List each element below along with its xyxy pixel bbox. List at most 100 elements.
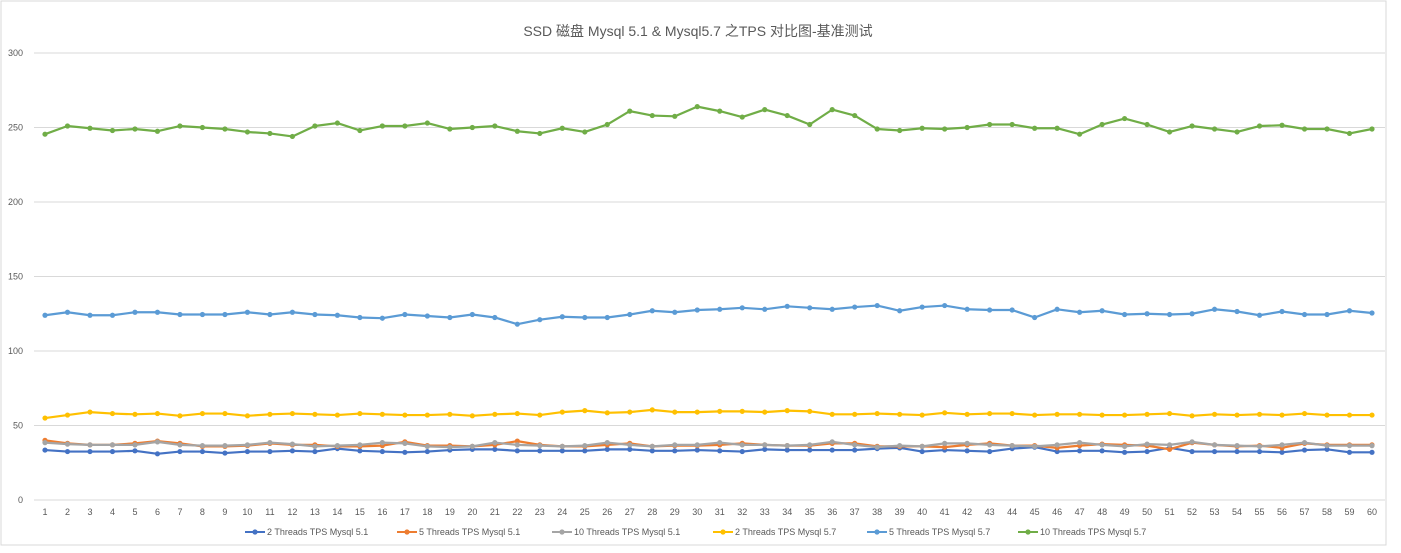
data-point: [1166, 410, 1173, 417]
data-point: [1166, 442, 1173, 448]
series-line: [44, 446, 1372, 455]
data-point: [762, 107, 768, 113]
chart-title: SSD 磁盘 Mysql 5.1 & Mysql5.7 之TPS 对比图-基准测…: [523, 23, 872, 39]
data-point: [64, 448, 71, 455]
data-point: [492, 314, 498, 321]
data-point: [739, 442, 745, 448]
data-point: [1211, 442, 1218, 448]
data-point: [1009, 410, 1015, 417]
data-point: [1032, 443, 1038, 449]
x-tick-label: 5: [132, 507, 137, 517]
data-point: [177, 123, 183, 129]
data-point: [87, 125, 93, 131]
data-point: [334, 412, 340, 418]
x-tick-label: 6: [155, 507, 160, 517]
data-point: [582, 443, 588, 449]
data-point: [1166, 129, 1173, 135]
legend-label: 10 Threads TPS Mysql 5.7: [1040, 527, 1146, 537]
data-point: [807, 447, 813, 453]
x-tick-label: 29: [670, 507, 680, 517]
data-point: [1256, 443, 1263, 449]
data-point: [942, 302, 948, 309]
data-point: [267, 440, 273, 446]
data-point: [874, 302, 880, 309]
data-point: [762, 409, 768, 415]
data-point: [469, 413, 475, 419]
data-point: [627, 311, 633, 318]
x-tick-label: 50: [1142, 507, 1152, 517]
data-point: [42, 447, 48, 453]
x-tick-label: 60: [1367, 507, 1377, 517]
data-point: [874, 126, 880, 132]
data-point: [942, 126, 948, 132]
legend-item: 2 Threads TPS Mysql 5.1: [245, 527, 368, 537]
x-tick-label: 33: [760, 507, 770, 517]
data-point: [1324, 443, 1330, 449]
data-point: [582, 129, 588, 135]
x-tick-label: 51: [1165, 507, 1175, 517]
data-point: [649, 112, 655, 119]
data-point: [514, 448, 520, 454]
data-point: [222, 410, 228, 417]
data-point: [244, 129, 251, 135]
data-point: [87, 409, 93, 415]
data-point: [379, 448, 385, 455]
data-point: [604, 314, 610, 321]
series-5: [42, 302, 1375, 327]
series-line: [44, 440, 1372, 449]
data-point: [784, 408, 790, 414]
data-point: [424, 443, 430, 449]
x-tick-label: 26: [602, 507, 612, 517]
data-point: [559, 409, 565, 415]
series-3: [42, 439, 1375, 450]
data-point: [289, 133, 296, 140]
x-tick-label: 19: [445, 507, 455, 517]
legend-label: 5 Threads TPS Mysql 5.1: [419, 527, 520, 537]
data-point: [1256, 411, 1263, 417]
data-point: [919, 412, 925, 418]
x-tick-label: 47: [1075, 507, 1085, 517]
data-point: [1099, 412, 1105, 418]
data-point: [829, 447, 835, 453]
data-point: [604, 410, 610, 416]
data-point: [852, 442, 858, 448]
data-point: [1054, 306, 1060, 312]
data-point: [492, 446, 498, 452]
x-tick-label: 7: [177, 507, 182, 517]
data-point: [739, 305, 745, 311]
data-point: [402, 123, 408, 129]
data-point: [42, 312, 48, 318]
data-point: [402, 440, 408, 446]
data-point: [514, 438, 520, 444]
data-point: [559, 448, 565, 454]
x-tick-label: 56: [1277, 507, 1287, 517]
data-point: [919, 448, 925, 455]
data-point: [154, 128, 161, 134]
data-point: [1054, 448, 1060, 455]
data-point: [627, 446, 633, 452]
data-point: [964, 448, 970, 454]
data-point: [897, 308, 903, 314]
data-point: [1256, 448, 1263, 455]
data-point: [42, 415, 48, 421]
data-point: [874, 444, 880, 450]
x-tick-label: 31: [715, 507, 725, 517]
data-point: [289, 441, 296, 447]
data-point: [537, 412, 543, 418]
data-point: [784, 112, 790, 119]
data-point: [1054, 442, 1060, 448]
data-point: [1077, 411, 1083, 417]
data-point: [154, 410, 161, 417]
x-tick-label: 49: [1120, 507, 1130, 517]
data-point: [1346, 449, 1353, 455]
data-point: [492, 123, 498, 129]
x-tick-label: 48: [1097, 507, 1107, 517]
data-point: [199, 448, 206, 455]
x-tick-label: 13: [310, 507, 320, 517]
x-tick-label: 12: [287, 507, 297, 517]
data-point: [1234, 308, 1240, 315]
series-6: [42, 104, 1375, 140]
data-point: [312, 123, 318, 129]
data-point: [87, 312, 93, 318]
data-point: [559, 125, 565, 131]
